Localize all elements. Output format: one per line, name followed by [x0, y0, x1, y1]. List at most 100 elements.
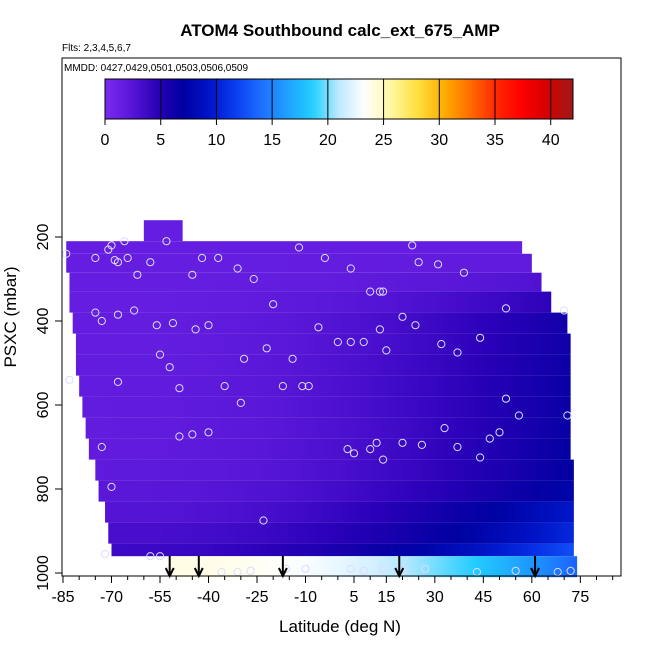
observation-point: [165, 363, 174, 372]
heatmap-band: [85, 417, 571, 439]
observation-point: [398, 438, 407, 447]
observation-point: [304, 382, 313, 391]
chart-title: ATOM4 Southbound calc_ext_675_AMP: [180, 21, 500, 40]
colorbar-tick-label: 5: [156, 132, 165, 149]
heatmap-band: [75, 354, 571, 376]
heatmap-band: [75, 333, 571, 355]
y-tick-label: 600: [35, 392, 52, 419]
x-tick-label: -25: [245, 589, 268, 606]
colorbar-tick-label: 35: [486, 132, 504, 149]
heatmap-band: [111, 543, 574, 557]
heatmap-band: [108, 522, 574, 544]
x-tick-label: 45: [474, 589, 492, 606]
axes: -85 -70 -55 -40 -25 -10 5 15 30 45 60 75 200 400 600 80…: [35, 224, 614, 606]
observation-point: [113, 377, 123, 386]
flights-note: Flts: 2,3,4,5,6,7: [62, 43, 131, 54]
observation-point: [346, 337, 355, 347]
observation-point: [453, 348, 462, 357]
dates-note: MMDD: 0427,0429,0501,0503,0506,0509: [64, 63, 248, 74]
observation-points: [62, 237, 575, 577]
observation-point: [62, 249, 71, 258]
observation-point: [359, 337, 368, 347]
observation-point: [382, 346, 391, 355]
observation-point: [511, 566, 520, 576]
observation-point: [233, 264, 242, 273]
observation-point: [246, 566, 255, 576]
observation-point: [375, 325, 384, 334]
heatmap-layer: [66, 220, 578, 578]
observation-point: [130, 306, 139, 315]
observation-point: [239, 354, 249, 363]
observation-point: [417, 440, 426, 449]
observation-point: [437, 340, 446, 349]
observation-point: [204, 428, 213, 437]
observation-point: [123, 253, 132, 263]
observation-point: [476, 333, 485, 342]
y-tick-label: 800: [35, 476, 52, 503]
colorbar-gradient: [104, 78, 574, 120]
x-tick-label: -10: [294, 589, 317, 606]
observation-point: [168, 319, 178, 328]
colorbar-tick-label: 20: [319, 132, 337, 149]
observation-point: [459, 268, 469, 277]
x-tick-label: -70: [100, 589, 123, 606]
observation-point: [421, 564, 430, 573]
heatmap-band: [79, 375, 571, 397]
observation-point: [188, 270, 197, 279]
observation-point: [188, 430, 197, 439]
observation-point: [249, 274, 258, 284]
observation-point: [566, 566, 575, 576]
observation-point: [146, 552, 155, 561]
observation-point: [375, 287, 384, 296]
observation-point: [191, 325, 200, 334]
observation-point: [359, 566, 368, 576]
observation-point: [379, 564, 388, 573]
observation-point: [414, 258, 423, 267]
observation-point: [485, 434, 494, 443]
observation-point: [197, 253, 207, 263]
observation-point: [100, 550, 110, 559]
observation-point: [501, 304, 511, 313]
x-tick-label: -40: [197, 589, 220, 606]
heatmap-band: [95, 459, 574, 481]
observation-point: [366, 287, 375, 296]
observation-point: [343, 445, 352, 454]
observation-point: [97, 316, 106, 326]
y-tick-label: 1000: [35, 555, 52, 591]
observation-point: [349, 449, 359, 458]
colorbar-tick-label: 40: [542, 132, 560, 149]
x-tick-label: 60: [523, 589, 541, 606]
observation-point: [113, 258, 123, 267]
observation-point: [346, 264, 355, 273]
heatmap-band: [169, 556, 578, 578]
observation-point: [152, 321, 161, 330]
colorbar-tick-label: 30: [430, 132, 448, 149]
heatmap-band: [105, 501, 574, 523]
colorbar-tick-label: 15: [263, 132, 281, 149]
observation-point: [107, 241, 116, 250]
observation-point: [314, 323, 323, 332]
heatmap-band: [69, 291, 552, 313]
heatmap-band: [72, 312, 568, 334]
colorbar-tick-label: 25: [375, 132, 393, 149]
heatmap-upper-patch: [143, 220, 183, 242]
observation-point: [408, 241, 417, 250]
observation-point: [453, 442, 462, 452]
heatmap-band: [66, 241, 523, 254]
observation-point: [514, 411, 524, 420]
observation-point: [65, 375, 74, 384]
heatmap-band: [69, 272, 542, 292]
colorbar: 0 5 10 15 20 25 30 35 40: [101, 78, 574, 149]
observation-point: [236, 398, 245, 407]
y-tick-label: 400: [35, 308, 52, 335]
heatmap-band: [88, 438, 571, 460]
observation-point: [379, 455, 388, 464]
observation-point: [107, 482, 116, 491]
x-tick-label: 5: [350, 589, 359, 606]
observation-point: [91, 253, 100, 263]
x-tick-label: -85: [51, 589, 74, 606]
observation-point: [411, 321, 420, 330]
heatmap-band: [82, 396, 571, 418]
